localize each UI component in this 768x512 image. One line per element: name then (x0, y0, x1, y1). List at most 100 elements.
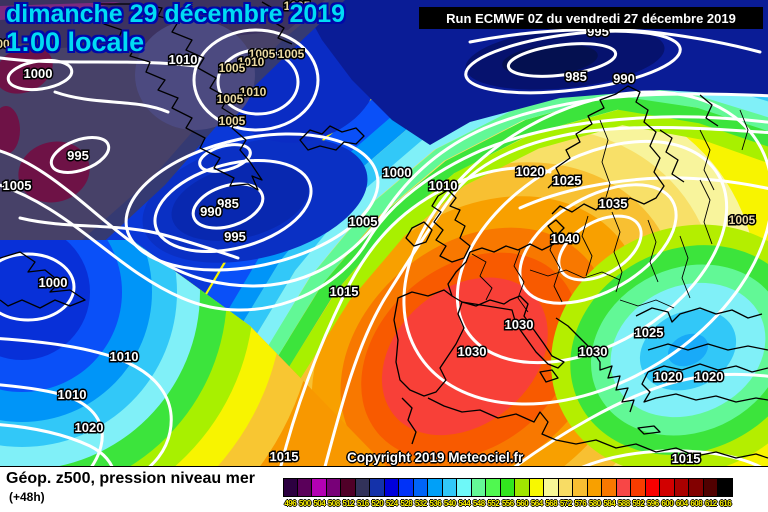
colorbar-cell (486, 478, 501, 497)
pressure-label: 1025 (553, 173, 582, 188)
colorbar-value: 600 (661, 499, 674, 508)
colorbar-cell (297, 478, 312, 497)
pressure-label: 1000 (383, 165, 412, 180)
pressure-label: 990 (613, 71, 635, 86)
colorbar-cell (558, 478, 573, 497)
colorbar-cell (500, 478, 515, 497)
colorbar-value: 512 (342, 499, 355, 508)
run-info-box: Run ECMWF 0Z du vendredi 27 décembre 201… (419, 7, 763, 29)
colorbar-cell (312, 478, 327, 497)
pressure-label: 1000 (39, 275, 68, 290)
colorbar-value: 556 (501, 499, 514, 508)
map-svg: 1005100099510051010985990995100510051005… (0, 0, 768, 467)
colorbar-cell (660, 478, 675, 497)
pressure-label: 1035 (599, 196, 628, 211)
colorbar-values: 496 500 504 508 512 516 520 524 528 532 536 540 544 5… (283, 499, 733, 508)
map-canvas: 1005100099510051010985990995100510051005… (0, 0, 768, 467)
colorbar-value: 612 (704, 499, 717, 508)
z500-fill-layer (0, 0, 768, 467)
colorbar-value: 604 (675, 499, 688, 508)
pressure-label: 995 (67, 148, 89, 163)
colorbar-cell (399, 478, 414, 497)
colorbar-value: 532 (414, 499, 427, 508)
pressure-label: 1010 (110, 349, 139, 364)
pressure-label: 1015 (672, 451, 701, 466)
colorbar-cell (674, 478, 689, 497)
pressure-label: 990 (200, 204, 222, 219)
coastlines (0, 1, 768, 459)
pressure-label: 1010 (238, 55, 265, 69)
colorbar-value: 568 (545, 499, 558, 508)
colorbar (283, 478, 733, 497)
pressure-label: 985 (217, 196, 239, 211)
copyright-text: Copyright 2019 Meteociel.fr (347, 450, 524, 465)
colorbar-value: 616 (719, 499, 732, 508)
run-info-text: Run ECMWF 0Z du vendredi 27 décembre 201… (446, 10, 736, 26)
pressure-label: 1010 (429, 178, 458, 193)
colorbar-cell (645, 478, 660, 497)
colorbar-value: 528 (400, 499, 413, 508)
colorbar-cell (587, 478, 602, 497)
pressure-label: 1005 (249, 47, 276, 61)
colorbar-value: 496 (284, 499, 297, 508)
colorbar-value: 540 (443, 499, 456, 508)
isobar-lines (0, 28, 768, 467)
colorbar-cell (384, 478, 399, 497)
product-label: Géop. z500, pression niveau mer (6, 470, 255, 487)
colorbar-value: 596 (646, 499, 659, 508)
colorbar-cell (428, 478, 443, 497)
colorbar-value: 524 (385, 499, 398, 508)
colorbar-cell (529, 478, 544, 497)
pressure-label: 1015 (270, 449, 299, 464)
pressure-label: 1015 (330, 284, 359, 299)
pressure-label: 1005 (3, 178, 32, 193)
colorbar-cell (283, 478, 298, 497)
pressure-label: 1000 (24, 66, 53, 81)
pressure-label: 1030 (458, 344, 487, 359)
colorbar-value: 592 (632, 499, 645, 508)
pressure-label: 1020 (75, 420, 104, 435)
colorbar-cell (326, 478, 341, 497)
colorbar-value: 608 (690, 499, 703, 508)
colorbar-value: 576 (574, 499, 587, 508)
colorbar-cell (442, 478, 457, 497)
colorbar-cell (718, 478, 733, 497)
legend-bar: Géop. z500, pression niveau mer (+48h) 4… (0, 466, 768, 512)
pressure-label: 1025 (635, 325, 664, 340)
colorbar-cell (413, 478, 428, 497)
colorbar-cell (573, 478, 588, 497)
pressure-label: 1005 (219, 114, 246, 128)
colorbar-cell (515, 478, 530, 497)
southwest-rings (0, 240, 392, 467)
pressure-label: 1005 (278, 47, 305, 61)
colorbar-value: 560 (516, 499, 529, 508)
colorbar-value: 552 (487, 499, 500, 508)
time-line: 1:00 locale (6, 27, 145, 57)
colorbar-value: 572 (559, 499, 572, 508)
colorbar-cell (703, 478, 718, 497)
colorbar-value: 516 (356, 499, 369, 508)
pressure-label: 1030 (505, 317, 534, 332)
map-title: dimanche 29 décembre 2019 1:00 locale (6, 0, 345, 56)
pressure-label: 1005 (729, 213, 756, 227)
colorbar-cell (616, 478, 631, 497)
pressure-label: 1020 (695, 369, 724, 384)
colorbar-value: 504 (313, 499, 326, 508)
pressure-label: 1030 (579, 344, 608, 359)
colorbar-cell (355, 478, 370, 497)
pressure-label: 1005 (219, 61, 246, 75)
colorbar-cell (457, 478, 472, 497)
colorbar-value: 520 (371, 499, 384, 508)
colorbar-value: 580 (588, 499, 601, 508)
colorbar-value: 564 (530, 499, 543, 508)
pressure-label-layer: 1005100099510051010985990995100510051005… (0, 0, 757, 467)
pressure-label: 1020 (654, 369, 683, 384)
colorbar-cell (471, 478, 486, 497)
pressure-label: 1005 (284, 0, 311, 13)
colorbar-value: 508 (327, 499, 340, 508)
pressure-label: 1040 (551, 231, 580, 246)
colorbar-value: 588 (617, 499, 630, 508)
colorbar-cell (631, 478, 646, 497)
date-line: dimanche 29 décembre 2019 (6, 0, 346, 28)
